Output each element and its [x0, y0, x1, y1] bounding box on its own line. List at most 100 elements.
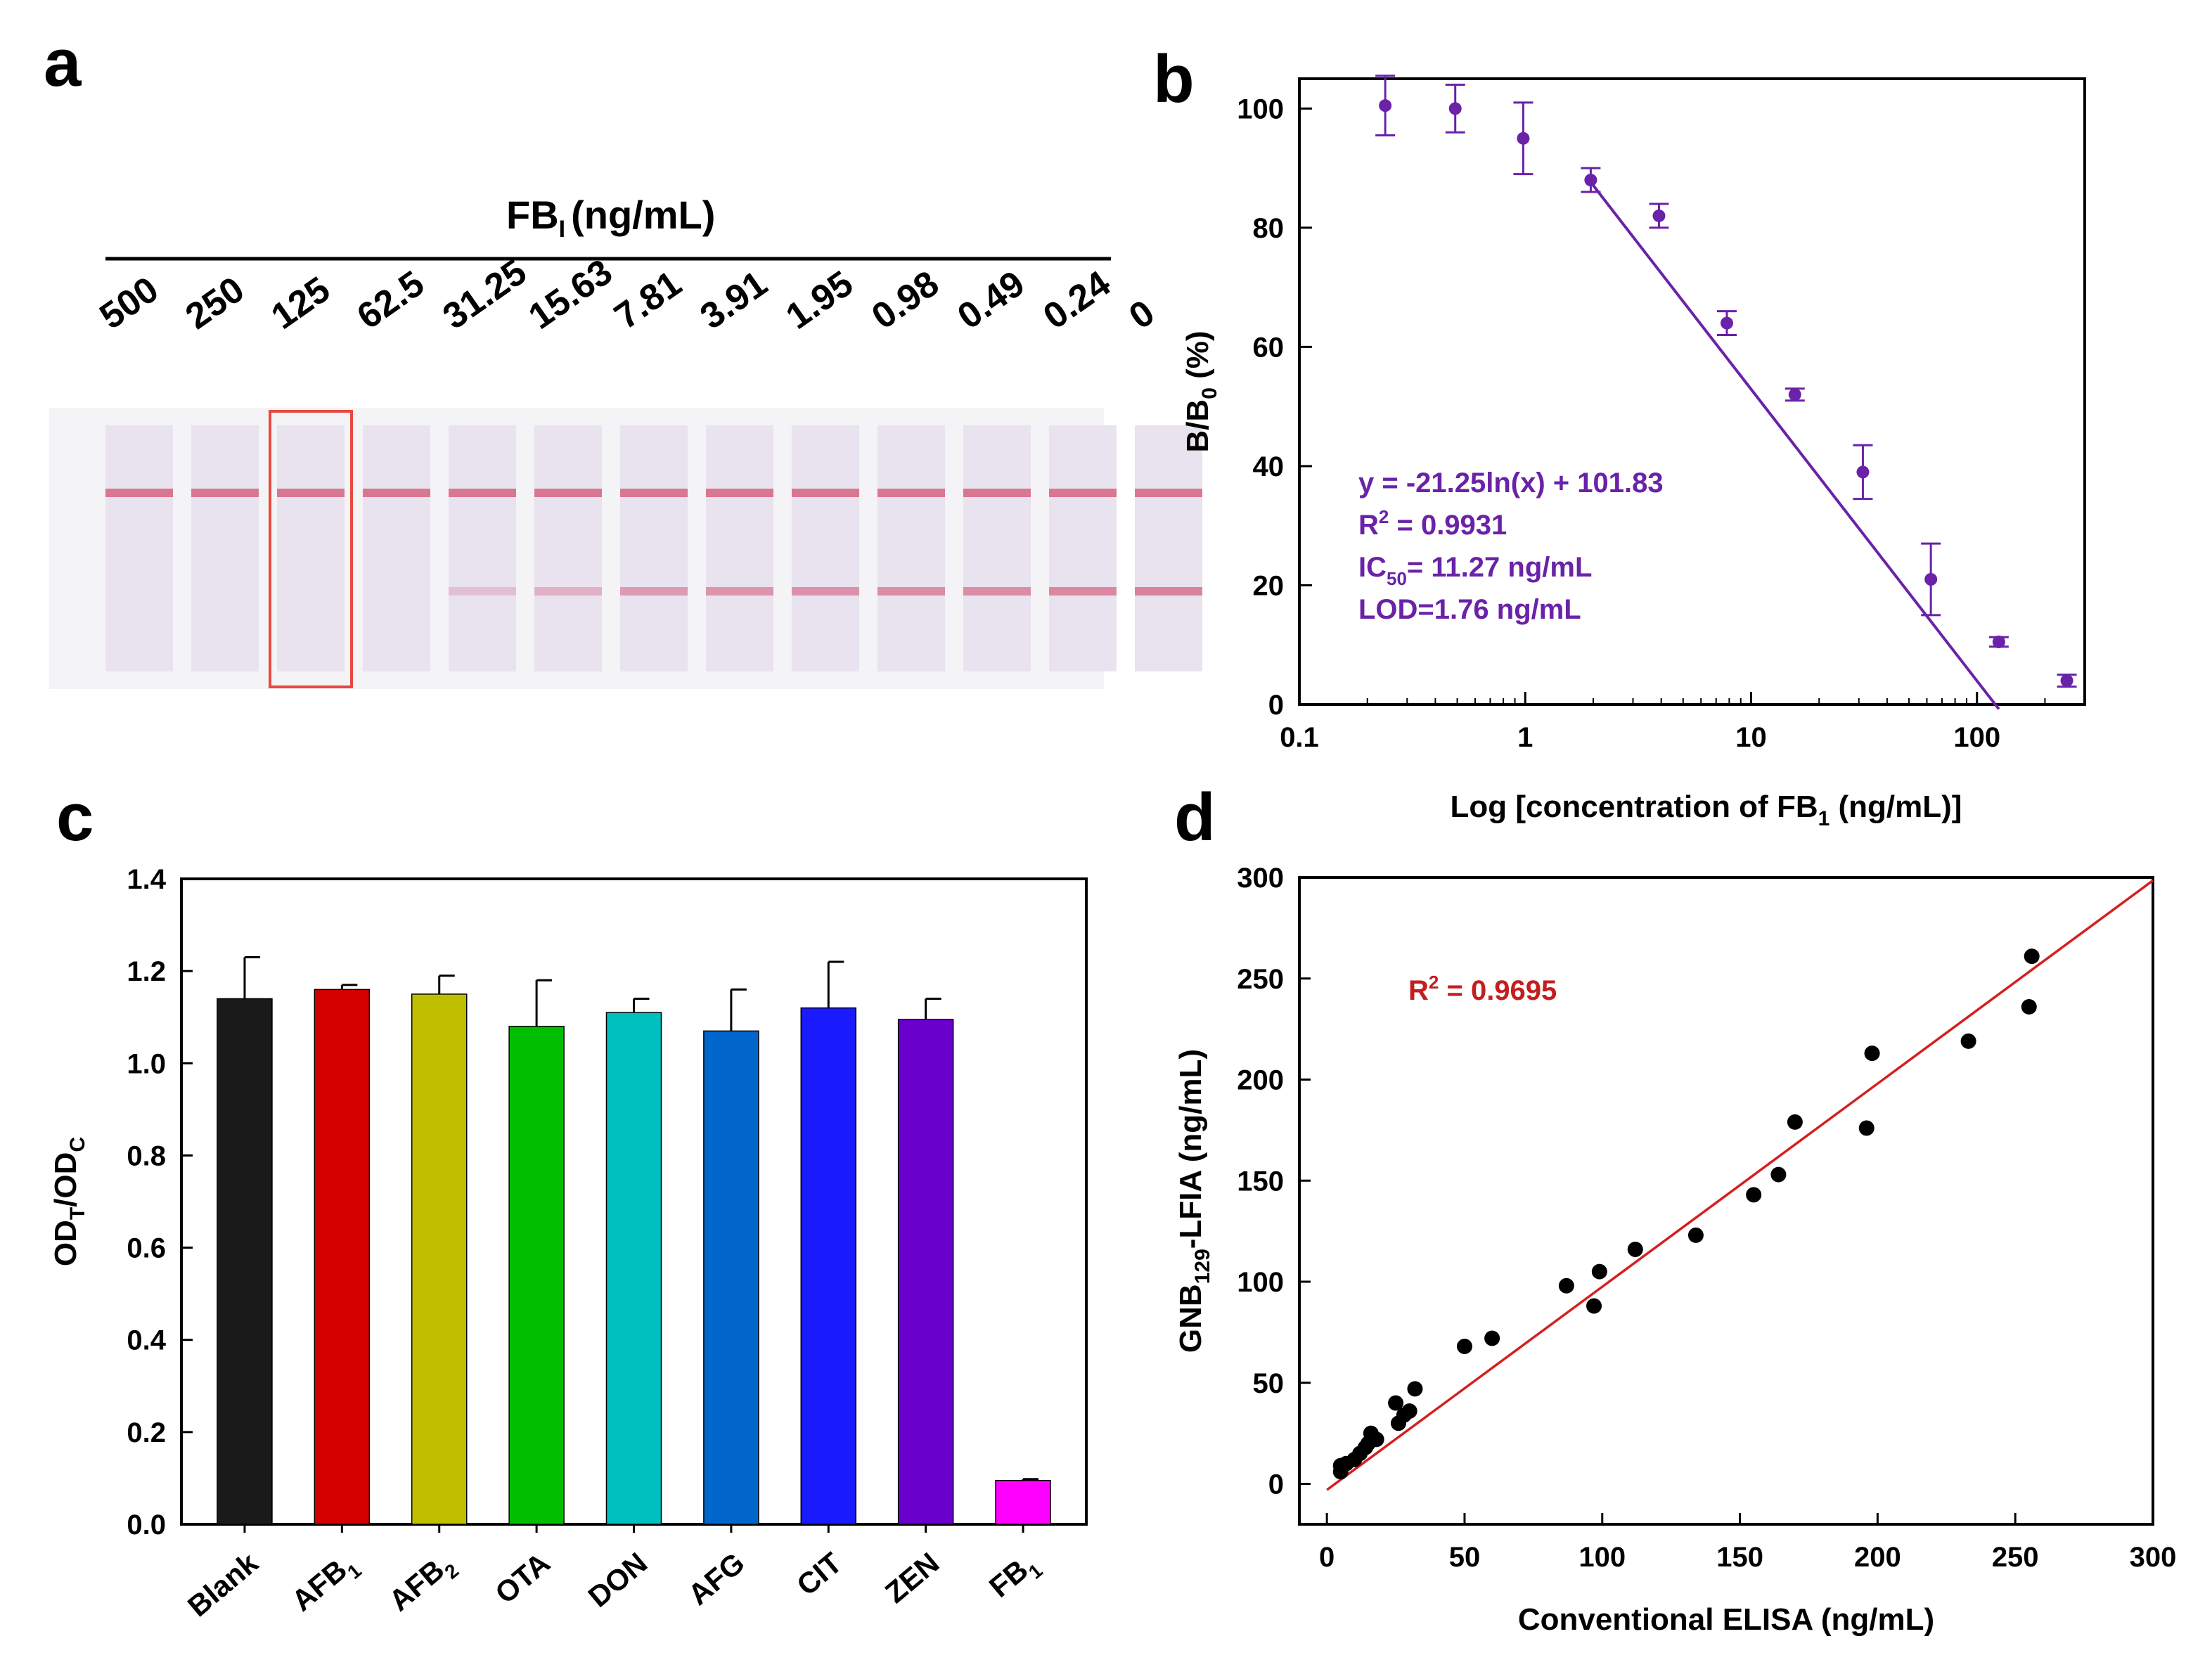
x-axis-label-sub: 1	[1818, 807, 1830, 830]
bar	[995, 1479, 1051, 1525]
x-axis-label: Log [concentration of FB1 (ng/mL)]	[1451, 790, 1962, 830]
test-strip	[877, 425, 945, 671]
data-point	[1517, 131, 1530, 145]
test-strip	[792, 425, 859, 671]
y-tick-label: 0.0	[127, 1510, 166, 1540]
test-line	[449, 587, 516, 596]
category-label: ZEN	[879, 1546, 946, 1609]
y-axis-label-sub: C	[66, 1137, 89, 1152]
r2-sup: 2	[1429, 972, 1439, 993]
y-tick-label: 300	[1237, 863, 1284, 894]
data-point	[2060, 674, 2073, 688]
test-strip	[191, 425, 259, 671]
x-tick-label: 100	[1953, 722, 2000, 753]
data-point	[1924, 573, 1938, 586]
bar	[508, 1026, 565, 1525]
lod: LOD=1.76 ng/mL	[1358, 594, 1581, 625]
data-point	[1388, 1395, 1404, 1411]
bar	[217, 998, 273, 1525]
y-tick-label: 80	[1253, 213, 1285, 244]
r2-rest: = 0.9931	[1389, 510, 1507, 541]
concentration-label: 0.98	[865, 263, 946, 337]
test-strip	[706, 425, 773, 671]
panel-c-letter: c	[56, 780, 94, 855]
category-label: OTA	[489, 1546, 556, 1610]
data-point	[1586, 1298, 1602, 1314]
data-point	[1770, 1166, 1787, 1183]
bar	[800, 1007, 857, 1525]
y-tick-label: 40	[1253, 451, 1285, 482]
y-tick-label: 0	[1268, 1469, 1284, 1500]
category-label-main: AFB	[382, 1553, 450, 1617]
data-point	[1960, 1033, 1976, 1049]
x-axis-label-main: Log [concentration of FB	[1451, 790, 1818, 824]
concentration-label: 31.25	[436, 252, 534, 337]
test-line	[706, 587, 773, 596]
test-line	[963, 587, 1031, 596]
data-point	[1746, 1187, 1762, 1203]
r-squared: R2 = 0.9931	[1358, 506, 1507, 541]
x-axis-label: Conventional ELISA (ng/mL)	[1518, 1602, 1934, 1637]
control-line	[449, 489, 516, 497]
data-point	[1448, 102, 1462, 115]
data-point	[1368, 1431, 1384, 1448]
panel-a-title: FBI (ng/mL)	[506, 193, 715, 243]
x-tick-label: 150	[1716, 1542, 1763, 1573]
test-strip	[534, 425, 602, 671]
y-tick-label: 0.4	[127, 1325, 166, 1356]
concentration-label: 0.49	[951, 263, 1032, 337]
category-label-main: ZEN	[879, 1546, 946, 1609]
panel-a-strip-group	[105, 410, 1202, 688]
x-tick-label: 300	[2130, 1542, 2177, 1573]
concentration-label: 500	[93, 269, 166, 337]
control-line	[1049, 489, 1117, 497]
data-point	[1379, 99, 1392, 112]
control-line	[277, 489, 345, 497]
category-label-main: Blank	[181, 1545, 264, 1623]
ic50-sub: 50	[1387, 568, 1407, 589]
y-tick-label: 100	[1237, 94, 1284, 124]
data-point	[1721, 316, 1734, 330]
data-point	[1584, 174, 1597, 187]
test-strip	[1049, 425, 1117, 671]
test-line	[877, 587, 945, 596]
test-line	[620, 587, 688, 596]
category-label: DON	[582, 1546, 654, 1614]
y-tick-label: 250	[1237, 964, 1284, 995]
data-point	[1401, 1403, 1417, 1419]
r2-main: R	[1408, 975, 1429, 1006]
y-tick-label: 1.0	[127, 1048, 166, 1079]
panel-a-title-main: FB	[506, 193, 559, 237]
bar	[314, 989, 371, 1525]
x-tick-label: 250	[1992, 1542, 2039, 1573]
test-strip	[1135, 425, 1202, 671]
data-point	[1788, 388, 1801, 401]
bar	[897, 1019, 954, 1525]
panel-a-title-sub: I	[559, 216, 565, 243]
panel-c-chart: 0.0 0.2 0.4 0.6 0.8 1.0 1.2 1.4 Blank AFB1 AFB2 OTA…	[49, 864, 1088, 1623]
y-axis-label: B/B0 (%)	[1181, 330, 1221, 452]
r-squared: R2 = 0.9695	[1408, 972, 1557, 1006]
category-label-main: AFB	[285, 1553, 353, 1617]
test-line	[534, 587, 602, 596]
x-tick-label: 100	[1578, 1542, 1626, 1573]
concentration-label: 1.95	[779, 263, 861, 337]
ic50: IC50= 11.27 ng/mL	[1358, 552, 1592, 589]
concentration-label: 0.24	[1036, 263, 1118, 337]
y-axis-label: ODT/ODC	[49, 1137, 89, 1266]
data-point	[1856, 465, 1870, 479]
data-point	[2024, 948, 2040, 965]
control-line	[620, 489, 688, 497]
y-tick-label: 50	[1253, 1368, 1285, 1399]
test-line	[1049, 587, 1117, 596]
concentration-label: 3.91	[693, 263, 775, 337]
y-tick-label: 1.4	[127, 864, 166, 895]
control-line	[105, 489, 173, 497]
control-line	[792, 489, 859, 497]
data-point	[1591, 1263, 1607, 1280]
panel-d-letter: d	[1174, 780, 1216, 855]
control-line	[1135, 489, 1202, 497]
x-tick-label: 200	[1854, 1542, 1901, 1573]
control-line	[363, 489, 430, 497]
